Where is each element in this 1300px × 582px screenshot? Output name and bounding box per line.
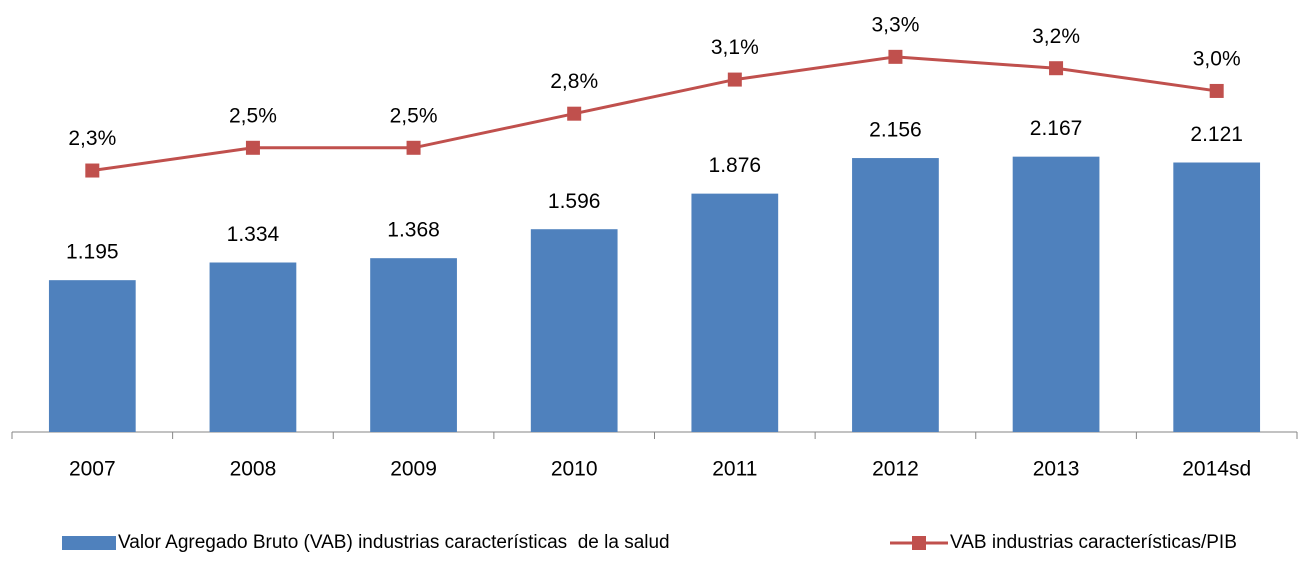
x-tick-label: 2009 xyxy=(390,458,437,481)
x-tick-label: 2014sd xyxy=(1182,458,1251,481)
x-tick-label: 2012 xyxy=(872,458,919,481)
line-value-label: 2,8% xyxy=(550,70,598,93)
line-value-label: 3,1% xyxy=(711,36,759,59)
bar xyxy=(691,193,779,432)
x-tick-label: 2013 xyxy=(1033,458,1080,481)
bar-value-label: 1.876 xyxy=(709,154,762,177)
legend-swatch xyxy=(912,536,926,550)
x-tick-label: 2007 xyxy=(69,458,116,481)
legend-swatch xyxy=(62,536,116,550)
line xyxy=(92,55,1217,173)
line-value-label: 3,3% xyxy=(872,13,920,36)
line-marker xyxy=(567,106,582,121)
legend-text: Valor Agregado Bruto (VAB) industrias ca… xyxy=(118,532,670,553)
bar-value-label: 1.368 xyxy=(387,219,440,242)
bar xyxy=(1173,162,1261,432)
x-tick-label: 2010 xyxy=(551,458,598,481)
line-marker xyxy=(1049,61,1064,76)
bar-value-label: 1.334 xyxy=(227,223,280,246)
line-marker xyxy=(888,49,903,64)
bar-value-label: 1.195 xyxy=(66,241,119,264)
line-marker xyxy=(85,163,100,178)
bar xyxy=(1012,156,1100,433)
bar xyxy=(209,262,297,432)
line-value-label: 3,0% xyxy=(1193,47,1241,70)
line-marker xyxy=(245,140,260,155)
line-value-label: 2,5% xyxy=(390,104,438,127)
bar-value-label: 1.596 xyxy=(548,190,601,213)
bar xyxy=(370,258,457,432)
line-marker xyxy=(1209,83,1224,98)
line-value-label: 2,5% xyxy=(229,104,277,127)
bar-value-label: 2.156 xyxy=(869,119,922,142)
line-value-label: 3,2% xyxy=(1032,25,1080,48)
bar-value-label: 2.167 xyxy=(1030,117,1083,140)
x-tick-label: 2011 xyxy=(712,458,757,481)
bar xyxy=(530,229,618,432)
line-marker xyxy=(727,72,742,87)
line-marker xyxy=(406,140,421,155)
x-tick-label: 2008 xyxy=(230,458,277,481)
line-value-label: 2,3% xyxy=(68,127,116,150)
bar-value-label: 2.121 xyxy=(1190,123,1243,146)
bar xyxy=(852,158,939,433)
bar xyxy=(48,280,136,432)
legend-text: VAB industrias características/PIB xyxy=(950,532,1237,553)
